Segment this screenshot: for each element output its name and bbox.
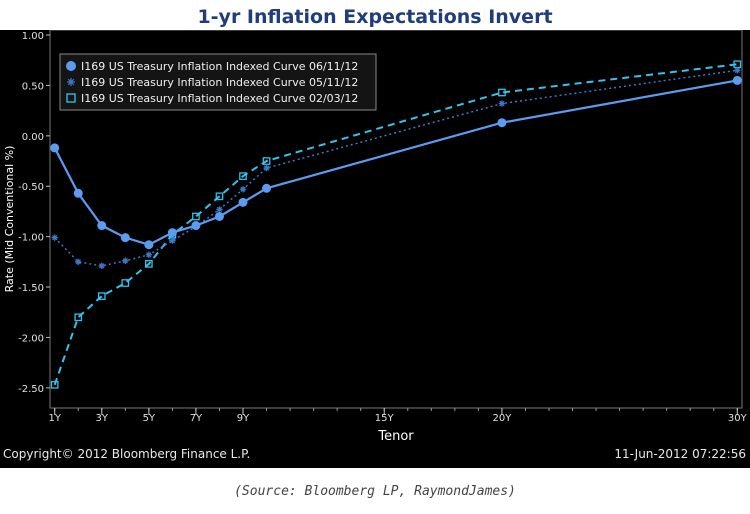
x-tick-label: 20Y — [492, 413, 512, 424]
series-2-point — [97, 292, 106, 300]
series-0-point — [97, 221, 107, 231]
series-0-point — [732, 75, 742, 85]
legend: I169 US Treasury Inflation Indexed Curve… — [59, 53, 377, 111]
series-2-point — [121, 279, 130, 287]
legend-label-0: I169 US Treasury Inflation Indexed Curve… — [81, 60, 358, 73]
y-tick-label: -1.00 — [18, 233, 44, 244]
series-0-point — [144, 240, 154, 250]
series-1-point — [145, 251, 153, 258]
series-1-point — [98, 262, 105, 270]
y-tick-label: -2.00 — [18, 333, 44, 344]
x-tick-label: 15Y — [375, 413, 395, 424]
x-axis-label: Tenor — [377, 429, 414, 444]
copyright-text: Copyright© 2012 Bloomberg Finance L.P. — [3, 447, 250, 461]
y-tick-label: -2.50 — [18, 384, 44, 395]
legend-label-2: I169 US Treasury Inflation Indexed Curve… — [81, 92, 358, 105]
legend-box — [59, 53, 377, 111]
series-0-point — [262, 183, 272, 193]
series-0-point — [214, 211, 224, 221]
series-1-point — [51, 234, 58, 241]
y-tick-label: -1.50 — [18, 283, 44, 294]
series-1-point — [169, 237, 176, 244]
series-1-point — [734, 67, 741, 74]
series-0-point — [50, 143, 60, 153]
series-1-point — [122, 257, 129, 265]
series-2-line — [53, 63, 738, 386]
series-1-point — [239, 186, 247, 193]
x-tick-label: 3Y — [96, 413, 109, 424]
axes: 1.00 0.50 0.00 -0.50 -1.00 -1.50 -2.00 -2.50 1Y 3… — [3, 30, 748, 444]
legend-label-1: I169 US Treasury Inflation Indexed Curve… — [81, 76, 358, 89]
series-0-point — [120, 233, 130, 243]
plot-area — [50, 60, 742, 389]
source-caption: (Source: Bloomberg LP, RaymondJames) — [234, 484, 516, 499]
series-2-point — [192, 212, 200, 221]
y-tick-label: 0.00 — [22, 132, 44, 143]
legend-marker-1 — [67, 78, 75, 86]
series-0-point — [167, 228, 177, 238]
legend-marker-2 — [66, 93, 76, 103]
chart-title: 1-yr Inflation Expectations Invert — [197, 6, 553, 28]
series-2-point — [50, 380, 59, 389]
y-axis-label: Rate (Mid Conventional %) — [3, 146, 16, 293]
series-1-point — [263, 164, 270, 172]
chart: 1.00 0.50 0.00 -0.50 -1.00 -1.50 -2.00 -2.50 1Y 3… — [0, 30, 750, 468]
legend-marker-0 — [66, 61, 76, 71]
series-0-line — [53, 79, 738, 246]
series-0 — [50, 75, 742, 250]
series-1-point — [75, 258, 82, 266]
series-0-point — [73, 188, 83, 198]
series-2-point — [239, 172, 247, 181]
series-2-point — [498, 88, 506, 97]
series-0-point — [191, 221, 201, 231]
series-0-point — [238, 197, 248, 207]
x-tick-label: 1Y — [48, 413, 61, 424]
y-tick-label: 0.50 — [22, 81, 44, 92]
series-2-point — [145, 260, 153, 268]
series-2-point — [74, 313, 83, 322]
series-1-point — [216, 206, 223, 213]
y-tick-label: 1.00 — [22, 31, 44, 42]
series-1 — [51, 67, 741, 270]
series-2-point — [215, 192, 224, 201]
series-1-point — [498, 100, 506, 107]
x-tick-label: 9Y — [237, 413, 250, 424]
series-0-point — [497, 118, 507, 128]
x-tick-label: 5Y — [143, 413, 156, 424]
timestamp-text: 11-Jun-2012 07:22:56 — [614, 447, 746, 461]
y-tick-label: -0.50 — [18, 182, 44, 193]
x-tick-label: 7Y — [190, 413, 203, 424]
x-tick-label: 30Y — [728, 413, 748, 424]
series-2-point — [262, 157, 271, 165]
plot-frame — [49, 30, 743, 409]
